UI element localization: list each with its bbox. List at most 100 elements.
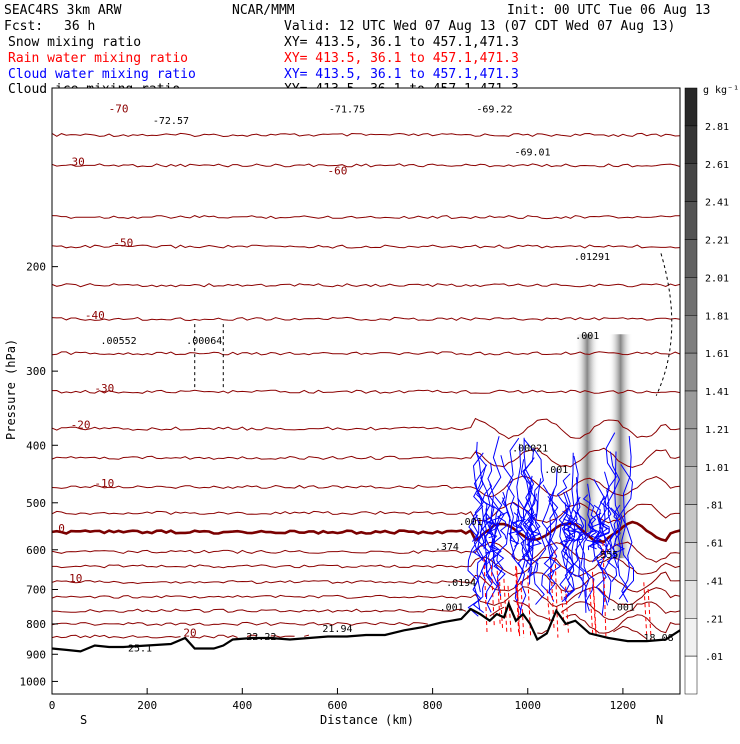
north-label: N xyxy=(656,713,663,727)
colorbar-swatch xyxy=(684,87,698,127)
rain-contour xyxy=(643,582,648,638)
x-axis-label: Distance (km) xyxy=(320,713,414,727)
cloud-water-contour xyxy=(547,495,562,592)
cloud-water-contour xyxy=(528,475,538,585)
cloud-water-contour xyxy=(500,455,516,560)
colorbar-tick-label: 2.81 xyxy=(705,122,729,133)
colorbar-swatch xyxy=(684,239,698,278)
org-name: NCAR/MMM xyxy=(232,3,295,18)
y-axis-label: Pressure (hPa) xyxy=(4,339,18,440)
cloud-water-contour xyxy=(533,478,547,605)
rain-contour xyxy=(516,569,521,639)
cloud-water-contour xyxy=(467,514,482,617)
temperature-contour xyxy=(52,625,647,640)
cloud-water-contour xyxy=(605,451,621,568)
fcst-label: Fcst: xyxy=(4,19,43,34)
temperature-contour xyxy=(52,132,680,138)
cloud-water-contour xyxy=(582,494,597,536)
extremum-label: .001 xyxy=(544,465,568,476)
rain-contour xyxy=(507,585,512,632)
colorbar-tick-label: 2.41 xyxy=(705,198,729,209)
temperature-label: -50 xyxy=(113,237,133,250)
init-time: Init: 00 UTC Tue 06 Aug 13 xyxy=(507,3,711,18)
field-xy-snow: XY= 413.5, 36.1 to 457.1,471.3 xyxy=(284,35,519,50)
cloud-water-contour xyxy=(621,435,634,594)
extremum-label: .374 xyxy=(435,542,459,553)
colorbar-tick-label: .01 xyxy=(705,652,723,663)
rain-contour xyxy=(520,581,525,638)
cloud-water-contour xyxy=(601,471,612,603)
temperature-contour xyxy=(52,316,680,322)
colorbar-tick-label: .41 xyxy=(705,576,723,587)
temperature-label: -30 xyxy=(94,382,114,395)
model-name: SEAC4RS 3km ARW xyxy=(4,3,122,18)
extremum-label: .001 xyxy=(575,331,599,342)
colorbar-swatch xyxy=(684,580,698,619)
cloud-water-contour xyxy=(491,504,506,589)
cloud-water-contour xyxy=(580,483,595,612)
valid-time: Valid: 12 UTC Wed 07 Aug 13 (07 CDT Wed … xyxy=(284,19,675,34)
cloud-water-contour xyxy=(541,484,552,595)
colorbar-tick-label: 2.01 xyxy=(705,273,729,284)
cloud-water-contour xyxy=(525,493,539,579)
cloud-water-contour xyxy=(472,452,485,562)
cloud-water-contour xyxy=(485,508,494,600)
field-xy-cloud-water: XY= 413.5, 36.1 to 457.1,471.3 xyxy=(284,67,519,82)
cloud-water-contour xyxy=(595,496,609,606)
cloud-water-contour xyxy=(472,441,487,542)
fcst-value: 36 h xyxy=(64,19,95,34)
extremum-label: -69.01 xyxy=(514,148,550,159)
temperature-contour xyxy=(52,556,680,577)
colorbar-tick-label: 2.21 xyxy=(705,236,729,247)
extremum-label: .001 xyxy=(459,517,483,528)
cloud-water-contour xyxy=(508,512,524,547)
y-tick-label: 600 xyxy=(26,544,46,557)
colorbar-swatch xyxy=(684,277,698,316)
cloud-water-contour xyxy=(473,464,488,611)
temperature-contour xyxy=(52,600,680,621)
cloud-ice-contour xyxy=(655,253,673,396)
colorbar-tick-label: .81 xyxy=(705,501,723,512)
colorbar-swatch xyxy=(684,352,698,392)
colorbar-swatch xyxy=(684,163,698,202)
x-tick-label: 600 xyxy=(328,699,348,712)
y-tick-label: 700 xyxy=(26,584,46,597)
colorbar-tick-label: 2.61 xyxy=(705,160,729,171)
temperature-contour xyxy=(52,571,680,593)
temperature-contour xyxy=(52,586,680,608)
temperature-label: -60 xyxy=(328,165,348,178)
colorbar-units: g kg⁻¹ xyxy=(703,85,739,96)
cloud-water-contour xyxy=(548,468,558,602)
extremum-label: -71.75 xyxy=(329,105,365,116)
temperature-contours: 30 -70 -60 -50 -40 -30 -20 -10 0 10 20 xyxy=(52,103,680,640)
rain-contour xyxy=(589,587,594,636)
terrain-line xyxy=(52,600,680,653)
temperature-label: 20 xyxy=(183,626,196,639)
temperature-contour xyxy=(52,613,680,635)
cloud-water-contour xyxy=(476,477,491,593)
extremum-label: 22.22 xyxy=(246,632,276,643)
y-tick-label: 300 xyxy=(26,365,46,378)
temperature-contour xyxy=(52,244,680,249)
south-label: S xyxy=(80,713,87,727)
temperature-contour xyxy=(52,283,680,288)
field-name-cloud-water: Cloud water mixing ratio xyxy=(8,67,196,82)
colorbar-tick-label: .21 xyxy=(705,614,723,625)
extremum-label: .0194 xyxy=(446,578,476,589)
colorbar-swatch xyxy=(684,315,698,354)
colorbar-swatch xyxy=(684,428,698,467)
temperature-contour xyxy=(52,215,680,220)
cloud-water-contour xyxy=(605,432,618,558)
temperature-label: 0 xyxy=(58,522,65,535)
y-tick-label: 900 xyxy=(26,648,46,661)
convective-mixing-ratio-contours xyxy=(194,253,673,640)
x-tick-label: 0 xyxy=(49,699,56,712)
colorbar-tick-label: 1.21 xyxy=(705,425,729,436)
y-tick-label: 200 xyxy=(26,261,46,274)
colorbar-swatch xyxy=(684,504,698,543)
colorbar-swatch xyxy=(684,125,698,164)
extremum-label: -72.57 xyxy=(153,116,189,127)
y-axis: 200 300 400 500 600 700 800 900 1000 xyxy=(20,261,58,688)
colorbar: g kg⁻¹ 2.81 2.61 2.41 2.21 2.01 1.81 1.61 1.41 1… xyxy=(684,85,739,695)
rain-contour xyxy=(647,588,652,640)
